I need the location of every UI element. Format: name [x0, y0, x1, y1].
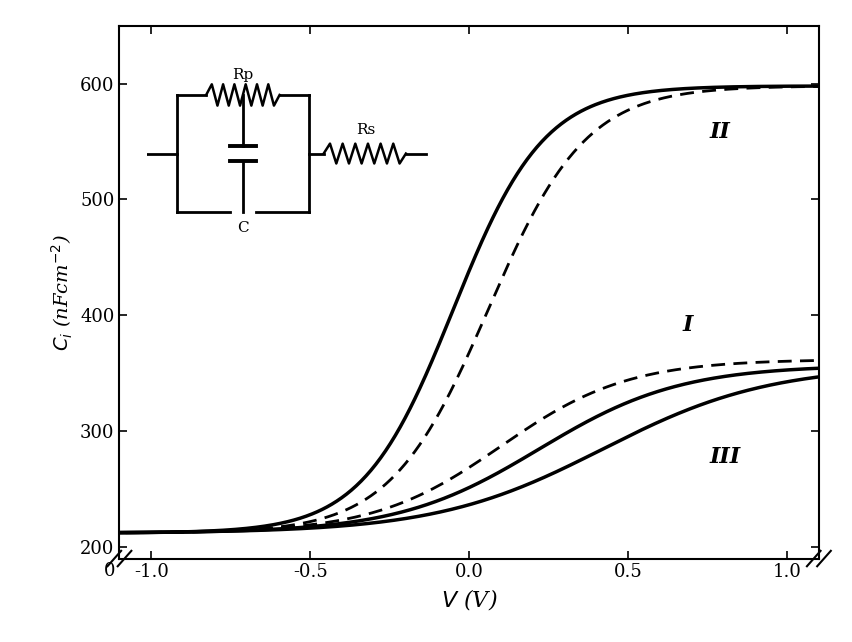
X-axis label: $V$ (V): $V$ (V): [440, 587, 497, 612]
Text: I: I: [682, 313, 692, 336]
Text: III: III: [708, 446, 740, 467]
Text: II: II: [708, 121, 729, 143]
Text: 0: 0: [104, 562, 115, 580]
Y-axis label: $C_i$ (nFcm$^{-2}$): $C_i$ (nFcm$^{-2}$): [49, 234, 74, 351]
